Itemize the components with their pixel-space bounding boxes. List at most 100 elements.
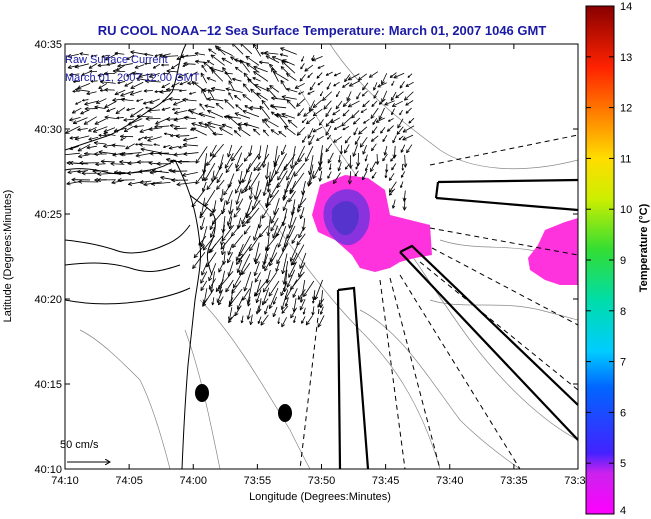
current-vector-arrow <box>65 152 80 157</box>
current-vector-arrow <box>247 296 251 307</box>
x-tick-label: 73:45 <box>372 475 400 487</box>
current-vector-arrow <box>347 171 353 185</box>
current-vector-arrow <box>149 98 160 104</box>
current-vector-arrow <box>183 151 199 156</box>
current-vector-arrow <box>288 206 296 229</box>
current-vector-arrow <box>258 60 270 65</box>
current-vector-arrow <box>199 103 205 111</box>
current-vector-arrow <box>370 161 377 173</box>
current-vector-arrow <box>97 177 116 183</box>
current-vector-arrow <box>69 145 79 151</box>
current-vector-arrow <box>94 151 107 157</box>
current-vector-arrow <box>358 126 368 135</box>
current-vector-arrow <box>281 95 297 100</box>
current-vector-arrow <box>88 63 98 69</box>
current-vector-arrow <box>236 260 243 273</box>
current-vector-arrow <box>387 118 394 122</box>
current-vector-arrow <box>391 100 403 107</box>
map-content <box>65 44 578 469</box>
current-vector-arrow <box>344 74 351 83</box>
current-vector-arrow <box>246 308 252 320</box>
current-vector-arrow <box>342 82 350 88</box>
current-vector-arrow <box>384 170 388 179</box>
current-vector-arrow <box>227 144 233 158</box>
current-vector-arrow <box>347 100 360 108</box>
current-vector-arrow <box>220 234 234 250</box>
current-vector-arrow <box>65 125 81 134</box>
current-vector-arrow <box>182 97 197 102</box>
current-vector-arrow <box>395 91 404 99</box>
current-vector-arrow <box>298 91 305 95</box>
current-vector-arrow <box>113 170 126 175</box>
current-vector-arrow <box>308 100 315 112</box>
current-vector-arrow <box>342 109 350 117</box>
current-vector-arrow <box>221 224 235 242</box>
current-vector-arrow <box>94 118 107 125</box>
current-vector-arrow <box>344 144 350 154</box>
current-vector-arrow <box>216 289 224 303</box>
current-vector-arrow <box>104 87 115 92</box>
current-vector-arrow <box>252 128 261 136</box>
current-vector-arrow <box>245 200 261 219</box>
current-vector-arrow <box>400 181 404 188</box>
current-vector-arrow <box>286 99 296 109</box>
x-tick-label: 74:10 <box>51 475 79 487</box>
current-vector-arrow <box>326 82 332 90</box>
y-tick-label: 40:20 <box>34 294 62 306</box>
current-vector-arrow <box>393 72 405 79</box>
current-vector-arrow <box>408 117 415 124</box>
current-vector-arrow <box>280 47 297 55</box>
current-vector-arrow <box>297 108 305 117</box>
current-vector-arrow <box>84 100 98 106</box>
current-vector-arrow <box>382 153 388 162</box>
current-vector-arrow <box>296 190 306 213</box>
current-vector-arrow <box>162 72 170 75</box>
current-vector-arrow <box>298 152 305 163</box>
current-vector-arrow <box>336 90 340 98</box>
current-vector-arrow <box>333 125 342 130</box>
current-vector-arrow <box>286 163 297 181</box>
current-vector-arrow <box>279 53 289 57</box>
current-vector-arrow <box>333 136 343 143</box>
current-vector-arrow <box>405 100 414 106</box>
current-vector-arrow <box>231 44 244 55</box>
current-vector-arrow <box>202 289 214 307</box>
current-vector-arrow <box>253 162 261 172</box>
current-vector-arrow <box>357 73 367 81</box>
current-vector-arrow <box>281 317 288 328</box>
current-vector-arrow <box>106 107 116 113</box>
current-vector-arrow <box>77 83 91 90</box>
scale-label: 50 cm/s <box>60 439 99 451</box>
current-vector-arrow <box>307 90 315 95</box>
current-vector-arrow <box>371 143 377 152</box>
current-vector-arrow <box>362 82 369 91</box>
current-vector-arrow <box>143 135 153 140</box>
current-vector-arrow <box>305 116 315 125</box>
current-vector-arrow <box>193 244 205 259</box>
current-vector-arrow <box>302 136 307 143</box>
current-vector-arrow <box>246 207 260 224</box>
current-vector-arrow <box>232 234 244 249</box>
current-vector-arrow <box>299 252 307 269</box>
current-vector-arrow <box>119 160 133 165</box>
current-vector-arrow <box>182 172 198 177</box>
current-vector-arrow <box>95 162 106 167</box>
current-vector-arrow <box>126 107 135 112</box>
current-vector-arrow <box>269 63 277 73</box>
current-vector-arrow <box>388 181 397 193</box>
current-vector-arrow <box>145 106 152 110</box>
current-vector-arrow <box>397 118 404 129</box>
current-vector-arrow <box>243 122 260 129</box>
current-vector-arrow <box>275 261 280 272</box>
current-vector-arrow <box>235 104 243 111</box>
colorbar-tick-label: 12 <box>620 103 632 115</box>
current-vector-arrow <box>148 126 163 132</box>
current-vector-arrow <box>344 135 351 144</box>
current-vector-arrow <box>363 118 370 124</box>
current-vector-arrow <box>106 62 116 66</box>
current-vector-arrow <box>175 134 190 139</box>
current-vector-arrow <box>221 123 233 129</box>
current-vector-arrow <box>163 145 171 149</box>
current-vector-arrow <box>98 150 117 155</box>
current-vector-arrow <box>380 126 386 134</box>
